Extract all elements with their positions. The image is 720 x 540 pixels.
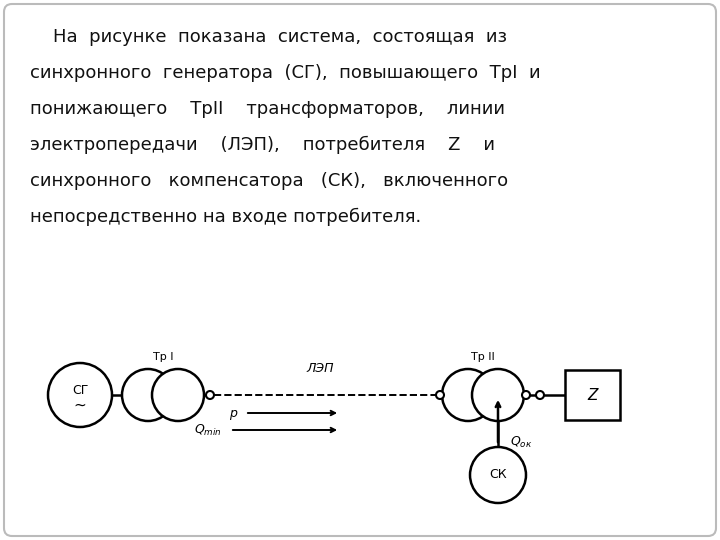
Circle shape bbox=[152, 369, 204, 421]
Circle shape bbox=[522, 391, 530, 399]
Text: $Q_{ок}$: $Q_{ок}$ bbox=[510, 435, 532, 449]
Text: синхронного  генератора  (СГ),  повышающего  ТрI  и: синхронного генератора (СГ), повышающего… bbox=[30, 64, 541, 82]
Circle shape bbox=[470, 447, 526, 503]
Circle shape bbox=[48, 363, 112, 427]
Text: Z: Z bbox=[588, 388, 598, 402]
Text: СГ: СГ bbox=[72, 383, 88, 396]
Circle shape bbox=[122, 369, 174, 421]
Circle shape bbox=[206, 391, 214, 399]
Text: СК: СК bbox=[489, 469, 507, 482]
Circle shape bbox=[536, 391, 544, 399]
Circle shape bbox=[472, 369, 524, 421]
Text: ЛЭП: ЛЭП bbox=[306, 362, 334, 375]
Circle shape bbox=[436, 391, 444, 399]
Text: На  рисунке  показана  система,  состоящая  из: На рисунке показана система, состоящая и… bbox=[30, 28, 507, 46]
Text: непосредственно на входе потребителя.: непосредственно на входе потребителя. bbox=[30, 208, 421, 226]
Circle shape bbox=[442, 369, 494, 421]
Text: ~: ~ bbox=[73, 397, 86, 413]
Text: Тр II: Тр II bbox=[471, 352, 495, 362]
Bar bbox=[565, 370, 620, 420]
FancyBboxPatch shape bbox=[4, 4, 716, 536]
Text: p: p bbox=[229, 407, 237, 420]
Text: электропередачи    (ЛЭП),    потребителя    Z    и: электропередачи (ЛЭП), потребителя Z и bbox=[30, 136, 495, 154]
Text: Тр I: Тр I bbox=[153, 352, 174, 362]
Text: понижающего    ТрII    трансформаторов,    линии: понижающего ТрII трансформаторов, линии bbox=[30, 100, 505, 118]
Text: синхронного   компенсатора   (СК),   включенного: синхронного компенсатора (СК), включенно… bbox=[30, 172, 508, 190]
Text: $Q_{min}$: $Q_{min}$ bbox=[194, 422, 222, 437]
